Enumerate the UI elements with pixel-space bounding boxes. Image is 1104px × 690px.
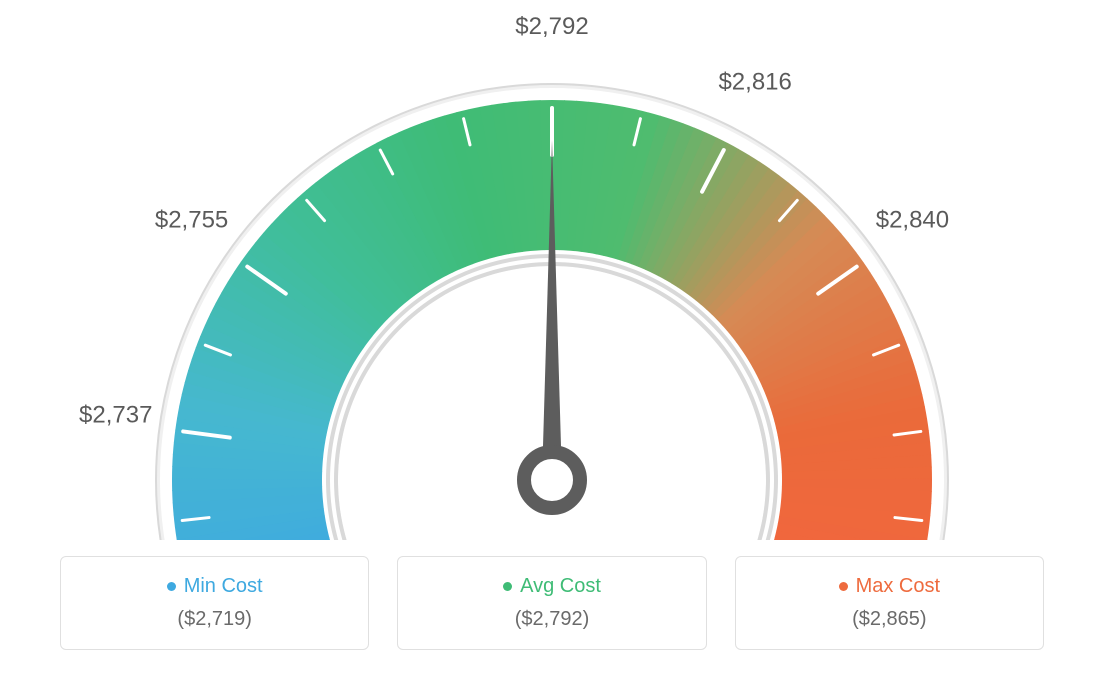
max-cost-title: Max Cost [856,575,940,598]
min-cost-title: Min Cost [184,575,263,598]
max-cost-card: Max Cost ($2,865) [735,556,1044,650]
svg-text:$2,792: $2,792 [515,13,588,40]
avg-cost-card: Avg Cost ($2,792) [397,556,706,650]
svg-text:$2,840: $2,840 [876,207,949,234]
avg-dot-icon [503,582,512,591]
max-cost-value: ($2,865) [748,608,1031,631]
cost-gauge: $2,719$2,737$2,755$2,792$2,816$2,840$2,8… [0,0,1104,540]
summary-cards: Min Cost ($2,719) Avg Cost ($2,792) Max … [0,556,1104,650]
svg-text:$2,755: $2,755 [155,207,228,234]
min-cost-card: Min Cost ($2,719) [60,556,369,650]
avg-cost-value: ($2,792) [410,608,693,631]
svg-text:$2,737: $2,737 [79,402,152,429]
avg-cost-title: Avg Cost [520,575,601,598]
min-cost-value: ($2,719) [73,608,356,631]
svg-text:$2,816: $2,816 [718,69,791,96]
min-dot-icon [167,582,176,591]
max-dot-icon [839,582,848,591]
